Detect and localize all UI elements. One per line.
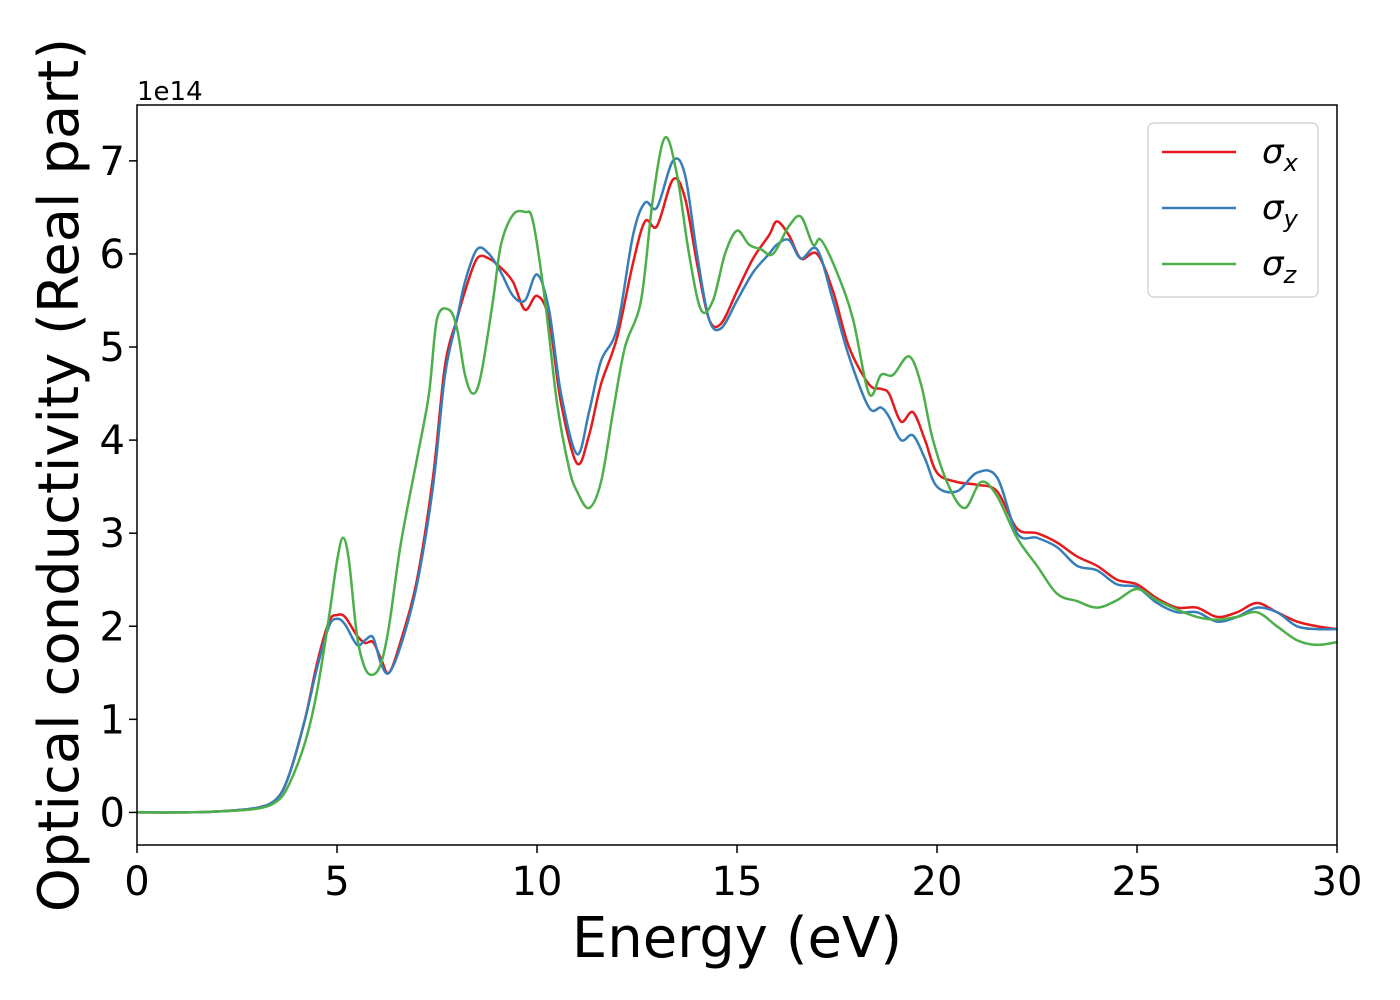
series-line-y [136,157,1338,814]
y-tick-label: 2 [100,604,125,650]
series-line-z [136,136,1338,814]
x-tick-label: 10 [512,859,563,905]
y-axis-label: Optical conductivity (Real part) [27,38,92,912]
x-tick-label: 0 [124,859,149,905]
y-tick-label: 1 [100,697,125,743]
series-layer [136,136,1338,814]
x-axis-label: Energy (eV) [572,906,902,971]
y-tick-label: 5 [100,325,125,371]
x-tick-label: 20 [912,859,963,905]
y-tick-label: 4 [100,418,125,464]
x-axis-ticks: 0 5 10 15 20 25 30 [124,845,1362,905]
y-tick-label: 3 [100,511,125,557]
y-tick-label: 7 [100,139,125,185]
y-tick-label: 6 [100,232,125,278]
legend-box [1147,122,1319,298]
x-tick-label: 30 [1312,859,1363,905]
x-tick-label: 5 [324,859,349,905]
y-offset-label: 1e14 [137,77,203,107]
y-tick-label: 0 [100,790,125,836]
x-tick-label: 25 [1112,859,1163,905]
x-tick-label: 15 [712,859,763,905]
y-axis-ticks: 0 1 2 3 4 5 6 7 [100,139,137,836]
series-line-x [136,177,1338,814]
